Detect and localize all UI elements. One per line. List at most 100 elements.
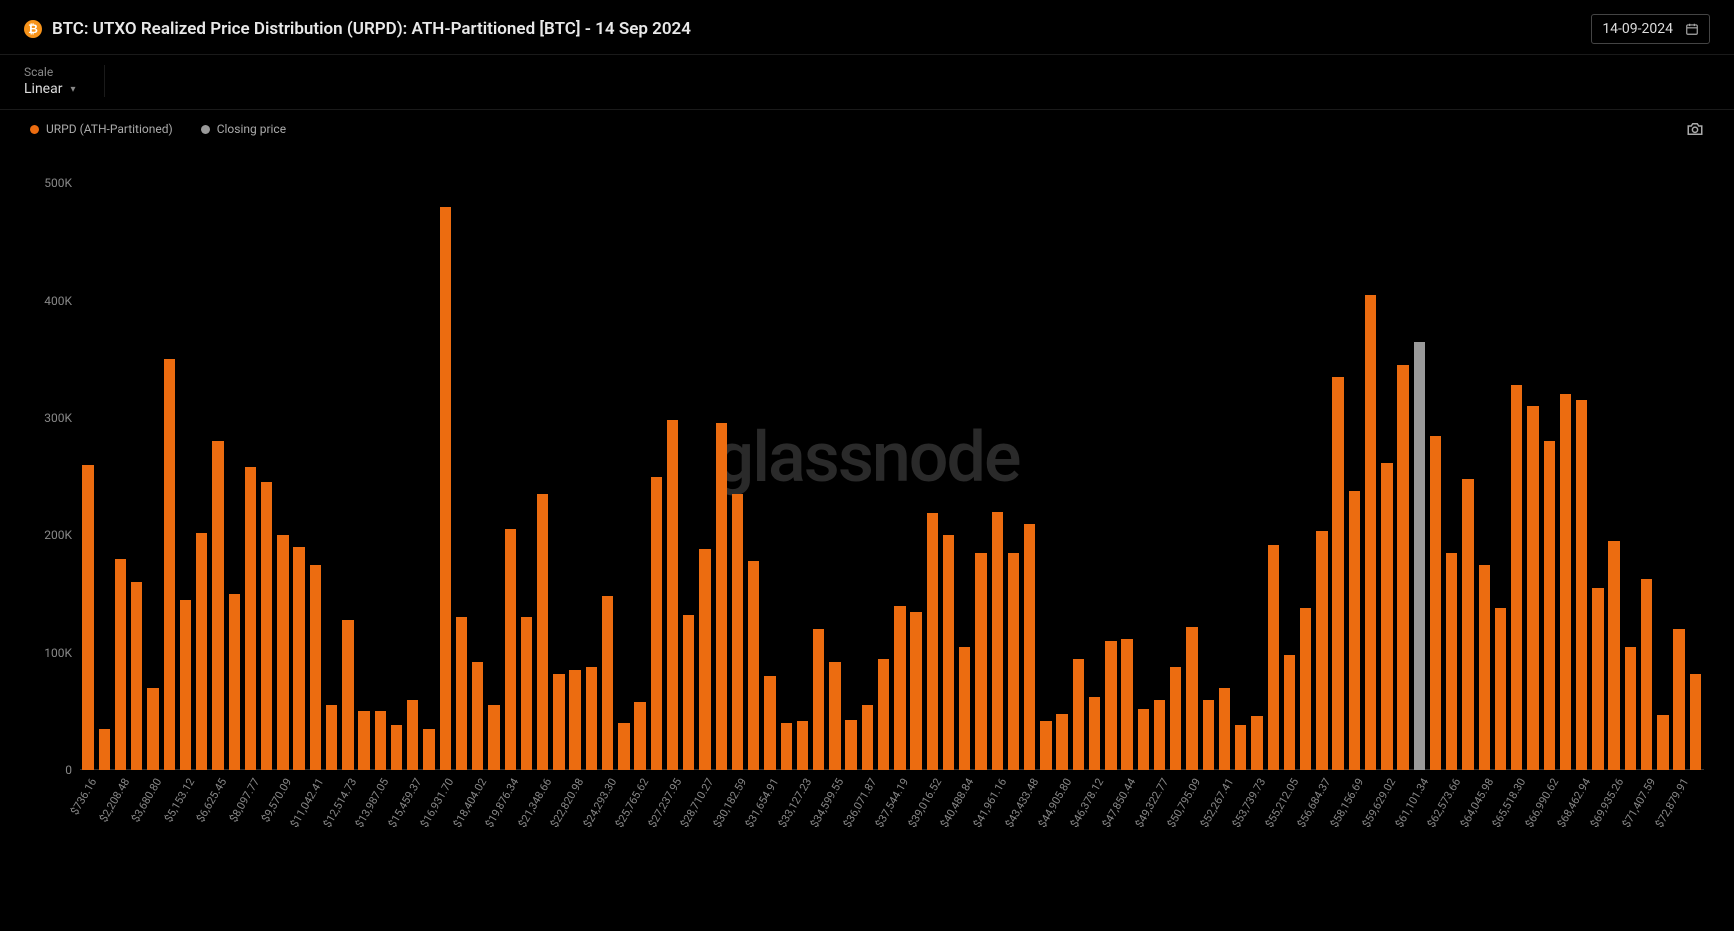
urpd-bar[interactable] <box>651 477 662 770</box>
urpd-bar[interactable] <box>326 705 337 770</box>
urpd-bar[interactable] <box>1170 667 1181 770</box>
urpd-bar[interactable] <box>1056 714 1067 770</box>
urpd-bar[interactable] <box>423 729 434 770</box>
urpd-bar[interactable] <box>1138 709 1149 770</box>
camera-icon[interactable] <box>1686 120 1704 138</box>
urpd-bar[interactable] <box>1073 659 1084 770</box>
urpd-bar[interactable] <box>1024 524 1035 770</box>
urpd-bar[interactable] <box>634 702 645 770</box>
urpd-bar[interactable] <box>537 494 548 770</box>
urpd-bar[interactable] <box>1186 627 1197 770</box>
urpd-bar[interactable] <box>910 612 921 770</box>
urpd-bar[interactable] <box>878 659 889 770</box>
urpd-bar[interactable] <box>1040 721 1051 770</box>
urpd-bar[interactable] <box>147 688 158 770</box>
urpd-bar[interactable] <box>1284 655 1295 770</box>
urpd-bar[interactable] <box>1105 641 1116 770</box>
urpd-bar[interactable] <box>342 620 353 770</box>
urpd-bar[interactable] <box>1381 463 1392 770</box>
urpd-bar[interactable] <box>1316 531 1327 770</box>
urpd-bar[interactable] <box>293 547 304 770</box>
urpd-bar[interactable] <box>748 561 759 770</box>
scale-select[interactable]: Linear ▾ <box>24 81 76 97</box>
urpd-bar[interactable] <box>862 705 873 770</box>
date-picker[interactable]: 14-09-2024 <box>1591 14 1710 44</box>
urpd-bar[interactable] <box>164 359 175 770</box>
urpd-bar[interactable] <box>212 441 223 770</box>
urpd-bar[interactable] <box>375 711 386 770</box>
urpd-bar[interactable] <box>829 662 840 770</box>
urpd-bar[interactable] <box>115 559 126 770</box>
urpd-bar[interactable] <box>229 594 240 770</box>
urpd-bar[interactable] <box>845 720 856 770</box>
urpd-bar[interactable] <box>505 529 516 770</box>
urpd-bar[interactable] <box>456 617 467 770</box>
urpd-bar[interactable] <box>407 700 418 770</box>
urpd-bar[interactable] <box>131 582 142 770</box>
legend-item[interactable]: Closing price <box>201 122 286 136</box>
urpd-bar[interactable] <box>1657 715 1668 770</box>
urpd-bar[interactable] <box>1008 553 1019 770</box>
urpd-bar[interactable] <box>1641 579 1652 770</box>
urpd-bar[interactable] <box>553 674 564 770</box>
urpd-bar[interactable] <box>82 465 93 770</box>
urpd-bar[interactable] <box>1576 400 1587 770</box>
urpd-bar[interactable] <box>261 482 272 770</box>
urpd-bar[interactable] <box>180 600 191 770</box>
urpd-bar[interactable] <box>1235 725 1246 770</box>
urpd-bar[interactable] <box>1397 365 1408 770</box>
urpd-bar[interactable] <box>1511 385 1522 770</box>
urpd-bar[interactable] <box>196 533 207 770</box>
urpd-bar[interactable] <box>716 423 727 770</box>
urpd-bar[interactable] <box>440 207 451 770</box>
urpd-bar[interactable] <box>1300 608 1311 770</box>
urpd-bar[interactable] <box>667 420 678 770</box>
urpd-bar[interactable] <box>975 553 986 770</box>
urpd-bar[interactable] <box>1479 565 1490 770</box>
urpd-bar[interactable] <box>1203 700 1214 770</box>
urpd-bar[interactable] <box>732 494 743 770</box>
urpd-bar[interactable] <box>894 606 905 770</box>
urpd-bar[interactable] <box>277 535 288 770</box>
legend-item[interactable]: URPD (ATH-Partitioned) <box>30 122 173 136</box>
urpd-bar[interactable] <box>1219 688 1230 770</box>
urpd-bar[interactable] <box>1673 629 1684 770</box>
urpd-bar[interactable] <box>1544 441 1555 770</box>
urpd-bar[interactable] <box>1349 491 1360 770</box>
urpd-bar[interactable] <box>358 711 369 770</box>
urpd-bar[interactable] <box>943 535 954 770</box>
urpd-bar[interactable] <box>1527 406 1538 770</box>
urpd-bar[interactable] <box>1154 700 1165 770</box>
urpd-bar[interactable] <box>521 617 532 770</box>
urpd-bar[interactable] <box>1608 541 1619 770</box>
urpd-bar[interactable] <box>1625 647 1636 770</box>
urpd-bar[interactable] <box>586 667 597 770</box>
urpd-bar[interactable] <box>1592 588 1603 770</box>
urpd-bar[interactable] <box>569 670 580 770</box>
urpd-bar[interactable] <box>1332 377 1343 770</box>
urpd-bar[interactable] <box>927 513 938 770</box>
urpd-bar[interactable] <box>813 629 824 770</box>
urpd-bar[interactable] <box>764 676 775 770</box>
closing-price-bar[interactable] <box>1414 342 1425 770</box>
urpd-bar[interactable] <box>245 467 256 770</box>
urpd-bar[interactable] <box>391 725 402 770</box>
urpd-bar[interactable] <box>1495 608 1506 770</box>
urpd-bar[interactable] <box>1365 295 1376 770</box>
urpd-bar[interactable] <box>602 596 613 770</box>
urpd-bar[interactable] <box>683 615 694 770</box>
urpd-bar[interactable] <box>1251 716 1262 770</box>
urpd-bar[interactable] <box>310 565 321 770</box>
urpd-bar[interactable] <box>699 549 710 770</box>
urpd-bar[interactable] <box>781 723 792 770</box>
urpd-bar[interactable] <box>797 721 808 770</box>
urpd-bar[interactable] <box>959 647 970 770</box>
urpd-bar[interactable] <box>472 662 483 770</box>
urpd-bar[interactable] <box>99 729 110 770</box>
urpd-bar[interactable] <box>1268 545 1279 770</box>
urpd-bar[interactable] <box>1430 436 1441 770</box>
urpd-bar[interactable] <box>1446 553 1457 770</box>
urpd-bar[interactable] <box>1560 394 1571 770</box>
urpd-bar[interactable] <box>1462 479 1473 770</box>
urpd-bar[interactable] <box>992 512 1003 770</box>
